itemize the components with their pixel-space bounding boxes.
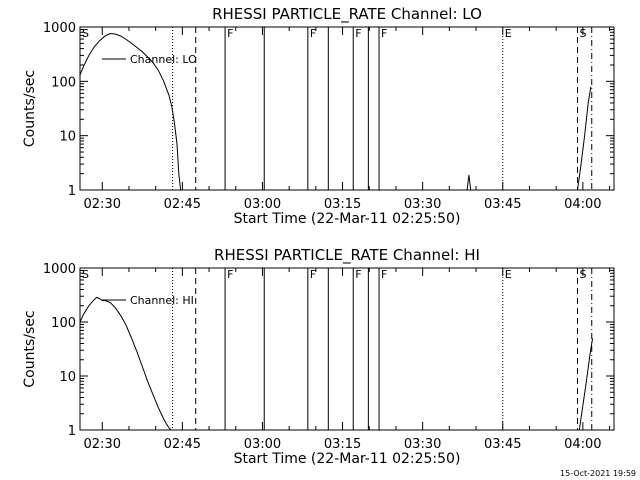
- x-tick-label: 03:30: [404, 197, 441, 212]
- event-marker-label: F: [381, 268, 387, 281]
- corner-marker-label: S: [82, 27, 89, 40]
- series-line-segment: [466, 174, 472, 191]
- x-tick-label: 02:45: [164, 197, 201, 212]
- series-line-segment: [79, 296, 172, 431]
- y-axis-label: Counts/sec: [22, 70, 38, 147]
- x-axis-label: Start Time (22-Mar-11 02:25:50): [234, 211, 461, 227]
- series-line-segment: [79, 32, 182, 191]
- event-marker-label: S: [580, 27, 587, 40]
- series-line-segment: [578, 338, 594, 431]
- event-marker-label: F: [381, 27, 387, 40]
- x-tick-label: 03:15: [324, 197, 361, 212]
- event-marker-label: E: [505, 268, 512, 281]
- x-tick-label: 04:00: [564, 437, 601, 452]
- event-marker-label: E: [505, 27, 512, 40]
- y-tick-label: 1: [68, 424, 76, 439]
- x-tick-label: 04:00: [564, 197, 601, 212]
- x-tick-label: 02:30: [84, 437, 121, 452]
- y-tick-label: 100: [51, 316, 76, 331]
- y-tick-label: 1000: [43, 21, 76, 36]
- chart-title: RHESSI PARTICLE_RATE Channel: HI: [214, 246, 480, 265]
- chart-panel-1: RHESSI PARTICLE_RATE Channel: LO Counts/s…: [22, 5, 615, 227]
- x-tick-label: 03:00: [244, 197, 281, 212]
- plot-frame: [79, 26, 615, 191]
- legend-entry: Channel: HI: [130, 294, 194, 307]
- plot-frame: [79, 267, 615, 431]
- x-tick-label: 02:45: [164, 437, 201, 452]
- event-marker-label: F: [227, 268, 233, 281]
- event-marker-label: F: [355, 27, 361, 40]
- event-marker-label: F: [355, 268, 361, 281]
- corner-marker-label: S: [82, 268, 89, 281]
- event-marker-label: S: [580, 268, 587, 281]
- legend-entry: Channel: LO: [130, 53, 197, 66]
- x-tick-label: 03:15: [324, 437, 361, 452]
- y-tick-label: 100: [51, 75, 76, 90]
- footer-timestamp: 15-Oct-2021 19:59: [560, 469, 636, 478]
- event-marker-label: F: [310, 27, 316, 40]
- x-tick-label: 03:30: [404, 437, 441, 452]
- event-marker-label: F: [310, 268, 316, 281]
- series-line-segment: [577, 86, 592, 191]
- x-tick-label: 02:30: [84, 197, 121, 212]
- y-tick-label: 10: [59, 130, 76, 145]
- x-tick-label: 03:45: [484, 197, 521, 212]
- y-axis-label: Counts/sec: [22, 310, 38, 387]
- chart-title: RHESSI PARTICLE_RATE Channel: LO: [212, 5, 482, 24]
- x-axis-label: Start Time (22-Mar-11 02:25:50): [234, 451, 461, 467]
- x-tick-label: 03:45: [484, 437, 521, 452]
- x-tick-label: 03:00: [244, 437, 281, 452]
- y-tick-label: 1000: [43, 262, 76, 277]
- y-tick-label: 10: [59, 370, 76, 385]
- event-marker-label: F: [227, 27, 233, 40]
- y-tick-label: 1: [68, 184, 76, 199]
- chart-panel-2: RHESSI PARTICLE_RATE Channel: HI Counts/s…: [22, 246, 615, 467]
